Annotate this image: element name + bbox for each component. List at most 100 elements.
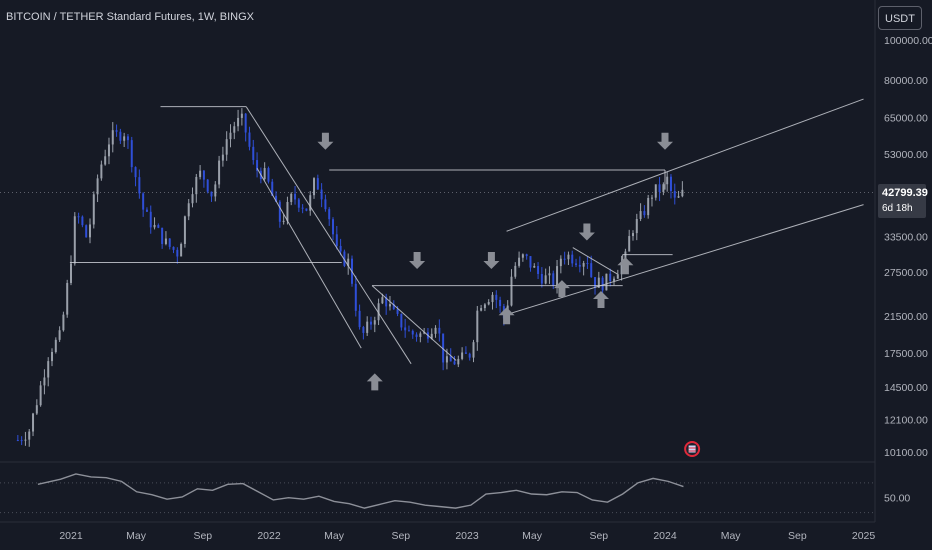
candle-up xyxy=(221,154,224,161)
candle-down xyxy=(115,130,118,132)
candle-up xyxy=(104,156,107,165)
candle-down xyxy=(324,199,327,210)
drawing-layer xyxy=(69,98,864,457)
candle-up xyxy=(237,117,240,127)
candle-down xyxy=(396,309,399,314)
candle-up xyxy=(195,176,198,195)
candle-down xyxy=(385,297,388,307)
candle-down xyxy=(305,208,308,211)
candle-down xyxy=(499,299,502,307)
candle-down xyxy=(369,321,372,325)
candle-down xyxy=(552,273,555,286)
candle-down xyxy=(275,195,278,202)
candle-down xyxy=(400,313,403,328)
candle-up xyxy=(43,377,46,386)
candle-down xyxy=(145,209,148,212)
candle-up xyxy=(567,254,570,260)
price-tick-label: 10100.00 xyxy=(884,447,928,459)
candle-down xyxy=(77,216,80,218)
candle-up xyxy=(263,168,266,180)
candle-down xyxy=(20,440,23,442)
price-tick-label: 80000.00 xyxy=(884,75,928,87)
candle-up xyxy=(286,201,289,221)
candle-up xyxy=(620,262,623,275)
candle-down xyxy=(161,227,164,244)
time-tick-label: 2025 xyxy=(852,530,876,542)
price-tick-label: 65000.00 xyxy=(884,112,928,124)
candle-down xyxy=(176,249,179,257)
candle-up xyxy=(32,413,35,432)
candle-down xyxy=(256,160,259,171)
candle-up xyxy=(514,265,517,277)
candle-down xyxy=(575,263,578,265)
price-tick-label: 17500.00 xyxy=(884,348,928,360)
candle-up xyxy=(677,196,680,198)
trendline xyxy=(245,106,412,365)
candle-up xyxy=(70,263,72,283)
candle-down xyxy=(85,225,88,238)
candle-down xyxy=(267,168,270,182)
candle-up xyxy=(388,304,391,307)
time-tick-label: May xyxy=(522,530,543,542)
candle-up xyxy=(214,184,217,197)
price-tick-label: 53000.00 xyxy=(884,149,928,161)
candle-down xyxy=(525,254,528,257)
candle-up xyxy=(419,333,422,337)
candle-up xyxy=(605,273,608,291)
candle-up xyxy=(88,224,91,238)
candle-up xyxy=(164,238,167,244)
candle-up xyxy=(373,320,376,325)
candle-up xyxy=(613,278,616,281)
candle-up xyxy=(445,356,448,363)
candle-down xyxy=(362,327,365,333)
candle-up xyxy=(533,266,536,268)
candle-up xyxy=(218,160,221,185)
candle-down xyxy=(468,353,471,358)
candle-down xyxy=(464,352,467,354)
candle-down xyxy=(252,146,255,161)
candle-down xyxy=(411,330,414,335)
currency-button[interactable]: USDT xyxy=(878,6,922,30)
candle-down xyxy=(142,193,145,210)
candle-down xyxy=(537,266,540,274)
candle-up xyxy=(666,176,669,185)
candle-up xyxy=(24,439,27,441)
candle-down xyxy=(130,140,133,168)
candle-up xyxy=(662,184,665,192)
candle-layer xyxy=(16,108,684,447)
candle-down xyxy=(168,238,171,247)
candle-up xyxy=(290,193,293,202)
time-tick-label: Sep xyxy=(391,530,410,542)
price-tick-label: 12100.00 xyxy=(884,415,928,427)
time-tick-label: May xyxy=(721,530,742,542)
candle-up xyxy=(96,178,99,195)
grid-layer xyxy=(0,0,876,523)
candle-up xyxy=(681,189,684,197)
candle-down xyxy=(206,179,209,192)
candle-up xyxy=(487,302,490,305)
candle-down xyxy=(244,113,247,133)
candle-up xyxy=(631,233,634,237)
price-tick-label: 21500.00 xyxy=(884,311,928,323)
rsi-pane xyxy=(0,473,875,514)
candle-up xyxy=(423,332,426,334)
candle-up xyxy=(544,275,547,284)
candle-down xyxy=(316,178,319,190)
candle-up xyxy=(548,273,551,276)
trendline xyxy=(506,98,864,232)
candle-up xyxy=(480,308,483,311)
trendline xyxy=(371,285,457,361)
candle-down xyxy=(571,254,574,264)
candle-down xyxy=(332,219,335,235)
last-price-tag: 42799.39 6d 18h xyxy=(878,184,928,218)
candle-up xyxy=(51,352,54,362)
candle-up xyxy=(39,385,42,406)
time-tick-label: 2021 xyxy=(59,530,83,542)
candle-up xyxy=(647,197,650,216)
candle-up xyxy=(624,251,627,263)
arrow-up-icon xyxy=(553,280,570,298)
candle-up xyxy=(597,277,600,288)
time-tick-label: Sep xyxy=(589,530,608,542)
candle-down xyxy=(149,211,152,228)
